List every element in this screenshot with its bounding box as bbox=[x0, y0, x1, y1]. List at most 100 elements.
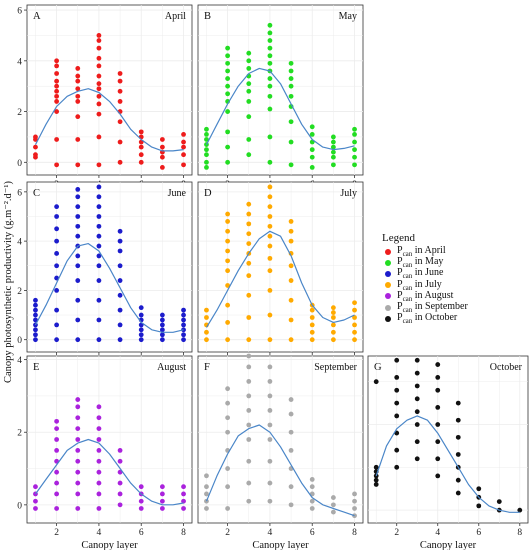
y-tick-label: 0 bbox=[17, 501, 22, 511]
data-point bbox=[267, 233, 273, 239]
data-point bbox=[225, 466, 231, 471]
data-point bbox=[204, 329, 209, 335]
data-point bbox=[138, 484, 144, 490]
data-point bbox=[96, 162, 102, 168]
data-point bbox=[75, 137, 81, 142]
data-point bbox=[246, 292, 252, 298]
data-point bbox=[159, 506, 165, 511]
data-point bbox=[204, 137, 209, 142]
data-point bbox=[267, 76, 273, 81]
x-tick-label: 4 bbox=[268, 528, 273, 538]
fit-curve bbox=[34, 243, 184, 333]
data-point bbox=[309, 154, 315, 160]
data-point bbox=[225, 258, 231, 264]
data-point bbox=[96, 101, 102, 107]
y-tick-label: 2 bbox=[17, 287, 22, 297]
data-point bbox=[225, 320, 231, 325]
data-point bbox=[267, 337, 273, 343]
data-point bbox=[204, 473, 209, 479]
data-point bbox=[75, 437, 81, 442]
data-point bbox=[414, 370, 420, 376]
data-point bbox=[75, 73, 81, 79]
data-point bbox=[159, 154, 165, 160]
data-point bbox=[54, 506, 60, 511]
data-point bbox=[435, 404, 441, 410]
data-point bbox=[288, 397, 294, 402]
data-point bbox=[159, 312, 165, 318]
data-point bbox=[181, 144, 186, 150]
data-point bbox=[352, 322, 357, 328]
panel-frame bbox=[26, 181, 193, 353]
data-point bbox=[117, 88, 123, 94]
panel-frame bbox=[197, 181, 364, 353]
data-point bbox=[246, 99, 252, 104]
data-point bbox=[96, 404, 102, 410]
fit-curve bbox=[205, 424, 355, 517]
data-point bbox=[96, 33, 102, 38]
data-point bbox=[33, 134, 38, 140]
data-point bbox=[75, 263, 81, 269]
data-point bbox=[267, 243, 273, 249]
data-point bbox=[96, 111, 102, 117]
data-point bbox=[246, 137, 252, 142]
data-point bbox=[138, 498, 144, 504]
data-point bbox=[159, 498, 165, 504]
data-point bbox=[117, 139, 123, 145]
data-point bbox=[225, 45, 231, 51]
fit-curve bbox=[375, 415, 520, 513]
panel-letter: A bbox=[33, 11, 41, 22]
data-point bbox=[117, 78, 123, 84]
data-point bbox=[288, 139, 294, 145]
data-point bbox=[75, 214, 81, 219]
data-point bbox=[352, 506, 357, 511]
data-point bbox=[330, 162, 336, 168]
data-point bbox=[352, 132, 357, 137]
data-point bbox=[159, 137, 165, 142]
data-point bbox=[204, 132, 209, 137]
data-point bbox=[159, 484, 165, 490]
data-point bbox=[117, 480, 123, 486]
data-point bbox=[414, 439, 420, 445]
y-axis-label: Canopy photosynthetic productivity (g.m⁻… bbox=[3, 181, 14, 383]
data-point bbox=[181, 132, 186, 137]
data-point bbox=[225, 91, 231, 97]
data-point bbox=[246, 364, 252, 370]
data-point bbox=[267, 134, 273, 140]
data-point bbox=[159, 317, 165, 323]
data-point bbox=[54, 88, 60, 94]
data-point bbox=[288, 447, 294, 453]
data-point bbox=[246, 498, 252, 504]
data-point bbox=[246, 393, 252, 399]
data-point bbox=[246, 480, 252, 486]
data-point bbox=[246, 81, 252, 87]
data-point bbox=[309, 477, 315, 482]
data-point bbox=[267, 204, 273, 210]
data-point bbox=[288, 263, 294, 269]
data-point bbox=[181, 152, 186, 158]
data-point bbox=[181, 162, 186, 168]
data-point bbox=[138, 506, 144, 511]
data-point bbox=[435, 439, 441, 445]
fit-curve bbox=[205, 67, 355, 151]
data-point bbox=[455, 417, 461, 423]
data-point bbox=[54, 480, 60, 486]
data-point bbox=[288, 502, 294, 508]
data-point bbox=[267, 83, 273, 89]
data-point bbox=[476, 503, 482, 509]
panel-frame bbox=[367, 355, 529, 524]
data-point bbox=[33, 498, 38, 504]
data-point bbox=[96, 45, 102, 51]
data-point bbox=[96, 491, 102, 497]
data-point bbox=[455, 434, 461, 440]
x-tick-label: 2 bbox=[225, 528, 230, 538]
data-point bbox=[117, 278, 123, 283]
data-point bbox=[96, 63, 102, 69]
data-point bbox=[309, 337, 315, 343]
data-point bbox=[181, 327, 186, 333]
data-point bbox=[267, 408, 273, 413]
data-point bbox=[54, 71, 60, 76]
y-tick-label: 2 bbox=[17, 429, 22, 439]
data-point bbox=[117, 458, 123, 464]
data-point bbox=[267, 364, 273, 370]
legend-entry: Pcan in June bbox=[380, 267, 528, 280]
